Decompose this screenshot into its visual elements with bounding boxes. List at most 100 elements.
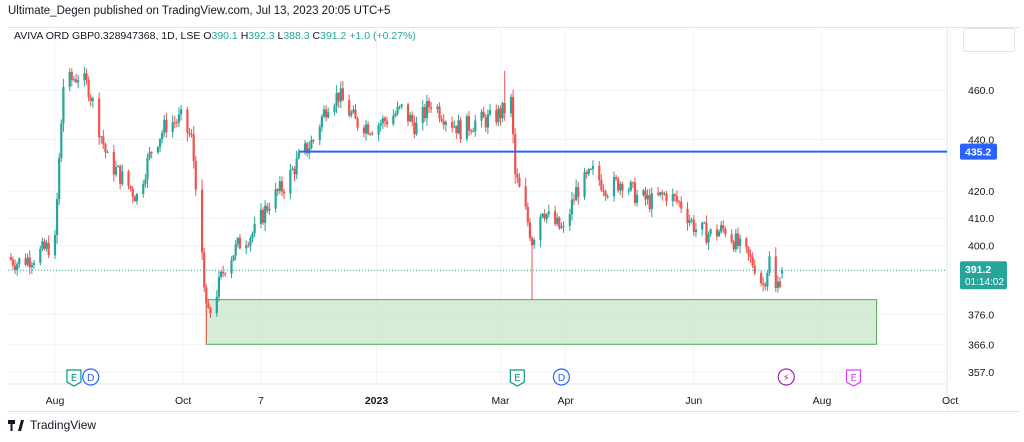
- candle-body: [436, 106, 439, 109]
- candle-body: [717, 231, 721, 237]
- candle-body: [776, 281, 779, 289]
- candle-body: [381, 118, 384, 124]
- time-tick-label: Aug: [813, 395, 832, 407]
- candle-body: [200, 189, 204, 253]
- candle-body: [703, 222, 706, 224]
- candle-body: [694, 229, 698, 232]
- candle-body: [766, 272, 769, 287]
- candle-body: [238, 237, 242, 249]
- time-tick-label: 2023: [365, 395, 389, 407]
- candle-body: [497, 108, 500, 123]
- candle-body: [556, 217, 559, 224]
- symbol-name: AVIVA ORD GBP0.328947368, 1D, LSE: [14, 30, 201, 42]
- candle-body: [175, 122, 178, 124]
- candle-body: [768, 256, 771, 273]
- candle-body: [60, 123, 63, 159]
- countdown-label: 01:14:02: [965, 277, 1004, 288]
- candle-body: [724, 228, 727, 235]
- price-tick-label: 460.0: [968, 85, 994, 97]
- time-tick-label: Jun: [685, 395, 702, 407]
- candle-body: [142, 184, 145, 195]
- candle-body: [207, 303, 210, 309]
- candle-body: [13, 265, 17, 270]
- candle-body: [673, 194, 677, 197]
- candle-body: [91, 98, 94, 102]
- split-marker-label: ⚡: [783, 373, 790, 384]
- candle-body: [394, 113, 397, 116]
- candle-body: [369, 133, 372, 135]
- candle-body: [656, 193, 660, 195]
- candle-body: [16, 264, 19, 270]
- candle-body: [350, 112, 353, 116]
- candle-body: [425, 101, 429, 119]
- dividend-marker-label: D: [558, 373, 566, 384]
- candle-body: [158, 139, 162, 148]
- candle-body: [148, 151, 151, 159]
- candle-body: [121, 171, 124, 184]
- candle-body: [749, 254, 752, 257]
- candle-body: [421, 106, 424, 123]
- candle-body: [18, 258, 21, 265]
- candle-body: [501, 103, 504, 119]
- candle-body: [74, 79, 78, 83]
- earnings-marker: [509, 369, 525, 387]
- candle-body: [112, 151, 115, 175]
- candle-body: [364, 124, 368, 134]
- candle-body: [438, 106, 441, 119]
- candle-body: [572, 199, 576, 201]
- publish-info: Ultimate_Degen published on TradingView.…: [8, 5, 391, 17]
- candle-body: [45, 242, 48, 249]
- price-axis: 460.0 440.0 420.0 410.0 400.0 376.0 366.0 357.0…: [960, 85, 1007, 379]
- candle-body: [190, 134, 193, 136]
- dividend-marker: [552, 368, 571, 386]
- candle-body: [459, 120, 462, 140]
- candle-body: [249, 237, 252, 246]
- candle-body: [734, 233, 737, 250]
- chart-settings-box[interactable]: [963, 28, 1015, 52]
- candle-body: [524, 186, 527, 207]
- candle-body: [469, 130, 473, 132]
- candle-body: [245, 245, 248, 249]
- time-tick-label: 7: [258, 395, 264, 407]
- change-value: +1.0 (+0.27%): [349, 30, 416, 42]
- candle-body: [261, 209, 265, 223]
- candle-body: [222, 271, 225, 274]
- candle-body: [72, 79, 76, 81]
- candle-body: [554, 211, 557, 224]
- candle-body: [577, 187, 580, 198]
- candle-body: [707, 234, 710, 243]
- demand-zone: [205, 299, 878, 345]
- high-value: 392.3: [248, 30, 275, 42]
- candle-body: [354, 109, 357, 119]
- candle-body: [116, 166, 120, 168]
- candle-body: [127, 171, 130, 187]
- candle-body: [753, 265, 756, 274]
- candle-body: [526, 206, 529, 223]
- candle-body: [58, 158, 61, 200]
- candle-body: [224, 273, 227, 275]
- candle-body: [457, 120, 460, 134]
- candle-body: [26, 257, 29, 265]
- candle-body: [612, 177, 616, 197]
- candle-body: [377, 125, 380, 135]
- earnings-marker: [66, 369, 82, 387]
- dividend-marker: [82, 368, 100, 386]
- earnings-upcoming-marker: [845, 369, 862, 387]
- candle-body: [87, 80, 90, 98]
- candle-body: [411, 114, 414, 122]
- candle-body: [156, 147, 160, 153]
- candle-body: [9, 257, 12, 260]
- candle-body: [648, 195, 651, 210]
- candle-body: [89, 97, 92, 102]
- candle-body: [585, 172, 588, 174]
- candle-body: [171, 122, 174, 133]
- candle-body: [400, 104, 403, 107]
- candle-body: [539, 216, 542, 240]
- candle-body: [511, 96, 515, 135]
- candle-body: [312, 140, 315, 142]
- candle-body: [762, 283, 765, 285]
- close-label: C: [312, 30, 321, 42]
- candle-body: [598, 165, 601, 181]
- candle-body: [583, 172, 586, 198]
